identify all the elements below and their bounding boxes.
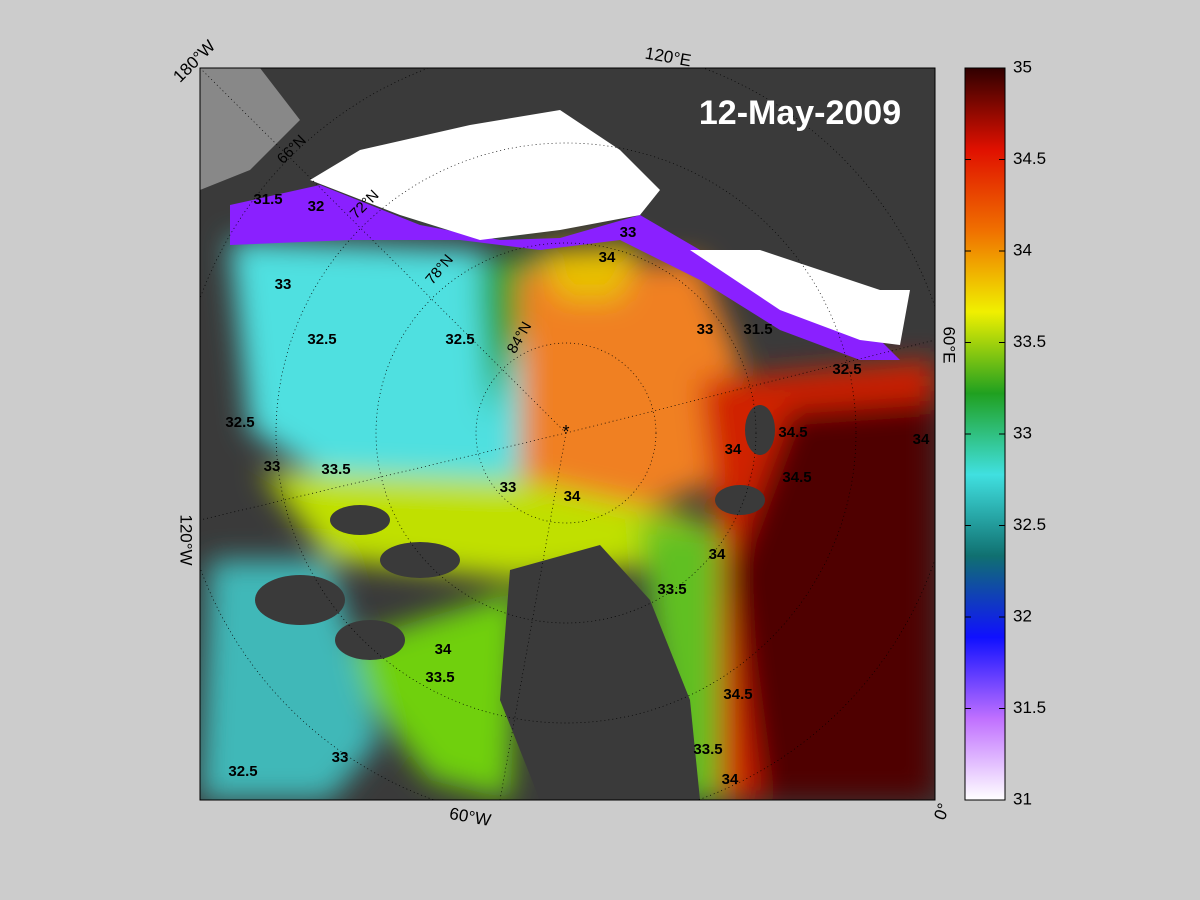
contour-label: 33: [264, 458, 281, 475]
contour-label: 34: [435, 641, 452, 658]
contour-label: 33.5: [425, 669, 454, 686]
colorbar-tick-label: 35: [1013, 57, 1032, 76]
contour-label: 34: [913, 431, 930, 448]
longitude-label: 0°: [930, 801, 953, 823]
contour-label: 33: [332, 749, 349, 766]
colorbar-tick-label: 31.5: [1013, 698, 1046, 717]
colorbar-tick-label: 34.5: [1013, 149, 1046, 168]
longitude-label: 60°W: [448, 804, 492, 830]
contour-label: 33.5: [693, 741, 722, 758]
contour-label: 34: [725, 441, 742, 458]
contour-label: 31.5: [743, 321, 772, 338]
contour-label: 32.5: [225, 414, 254, 431]
map-area: *: [200, 68, 935, 800]
longitude-label: 120°E: [644, 44, 693, 71]
contour-label: 34: [564, 488, 581, 505]
colorbar-tick-label: 33: [1013, 423, 1032, 442]
contour-label: 31.5: [253, 191, 282, 208]
contour-label: 33: [275, 276, 292, 293]
contour-label: 33: [697, 321, 714, 338]
contour-label: 32.5: [228, 763, 257, 780]
contour-label: 34: [709, 546, 726, 563]
longitude-label: 60°E: [940, 326, 959, 363]
contour-label: 33.5: [321, 461, 350, 478]
pole-marker: *: [562, 422, 569, 442]
contour-label: 34.5: [782, 469, 811, 486]
map-frame: [199, 67, 936, 801]
contour-label: 34.5: [778, 424, 807, 441]
contour-label: 33: [500, 479, 517, 496]
contour-label: 34: [599, 249, 616, 266]
date-title: 12-May-2009: [699, 94, 901, 132]
longitude-label: 120°W: [177, 514, 196, 565]
contour-label: 32.5: [307, 331, 336, 348]
colorbar-tick-label: 32.5: [1013, 515, 1046, 534]
contour-label: 34: [722, 771, 739, 788]
colorbar-tick-label: 32: [1013, 606, 1032, 625]
contour-label: 32.5: [445, 331, 474, 348]
colorbar-tick-label: 31: [1013, 789, 1032, 808]
colorbar-tick-label: 34: [1013, 240, 1032, 259]
colorbar-tick-label: 33.5: [1013, 332, 1046, 351]
contour-label: 33.5: [657, 581, 686, 598]
contour-label: 34.5: [723, 686, 752, 703]
contour-label: 32: [308, 198, 325, 215]
contour-label: 33: [620, 224, 637, 241]
contour-label: 32.5: [832, 361, 861, 378]
